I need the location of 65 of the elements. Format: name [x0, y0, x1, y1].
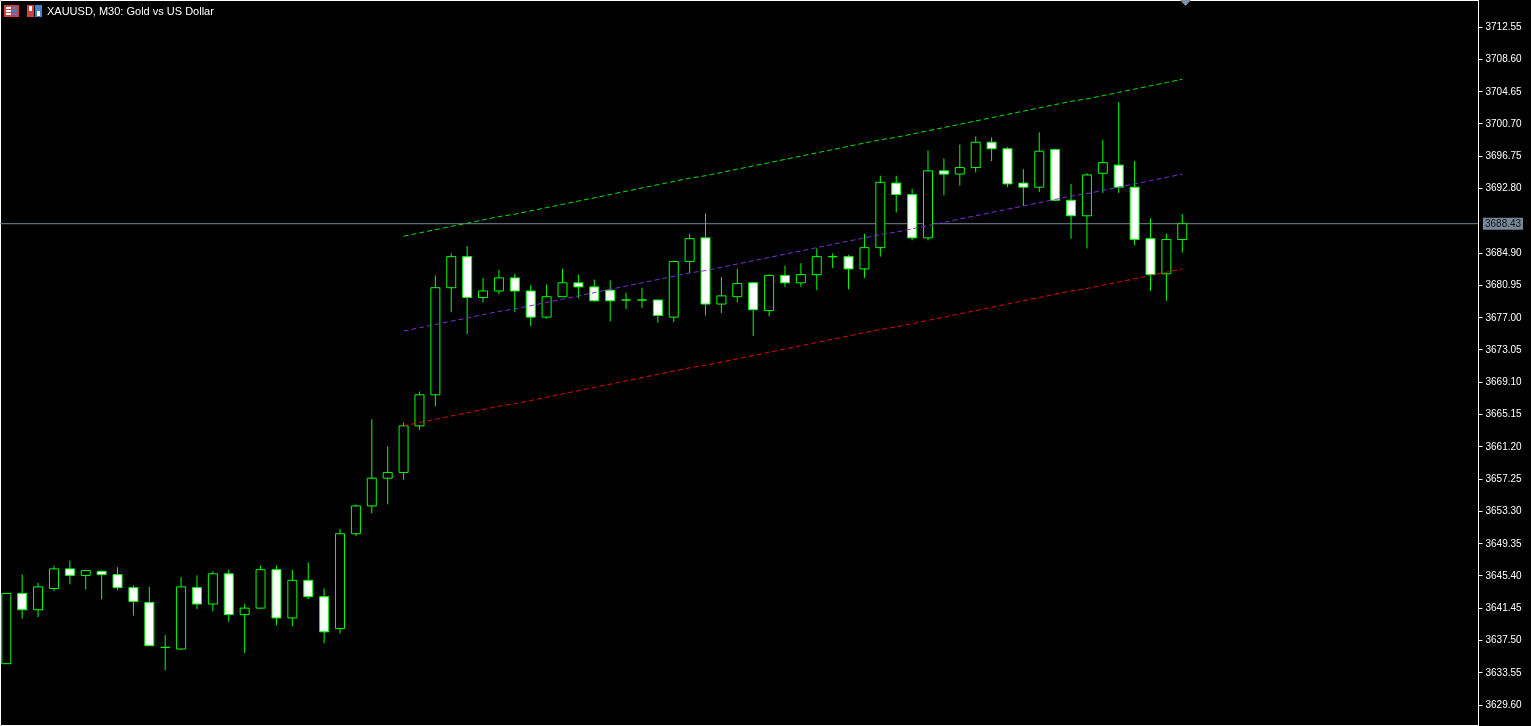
y-tick-label: 3708.60: [1485, 53, 1523, 65]
candlestick: [843, 254, 854, 290]
candlestick: [33, 582, 44, 618]
candlestick: [112, 566, 123, 591]
y-tick-label: 3653.30: [1485, 505, 1523, 517]
candlestick: [382, 445, 393, 505]
candlestick: [1066, 183, 1077, 240]
y-tick-label: 3684.90: [1485, 247, 1523, 259]
candlestick: [636, 287, 647, 309]
y-tick-label: 3661.20: [1485, 440, 1523, 452]
chart-title: XAUUSD, M30: Gold vs US Dollar: [47, 5, 215, 17]
candlestick: [1097, 139, 1108, 194]
candlestick: [573, 274, 584, 299]
candlestick: [811, 247, 822, 291]
candlestick: [17, 574, 28, 620]
y-tick-label: 3696.75: [1485, 150, 1523, 162]
candlestick: [1113, 101, 1124, 194]
y-tick-label: 3673.05: [1485, 343, 1523, 355]
y-tick-label: 3657.25: [1485, 473, 1523, 485]
candlestick: [48, 565, 59, 592]
candlestick: [986, 136, 997, 162]
candlestick: [1018, 168, 1029, 207]
candlestick: [303, 561, 314, 600]
candlestick: [938, 158, 949, 196]
line-series: [403, 78, 1183, 237]
y-tick-label: 3633.55: [1485, 666, 1523, 678]
candlestick: [64, 560, 75, 585]
candlestick: [859, 233, 870, 279]
candlestick: [954, 144, 965, 187]
candlestick: [732, 268, 743, 303]
y-tick-label: 3649.35: [1485, 537, 1523, 549]
line-series: [403, 268, 1183, 427]
candlestick: [557, 268, 568, 298]
y-tick-label: 3700.70: [1485, 117, 1523, 129]
y-tick-label: 3677.00: [1485, 311, 1523, 323]
y-tick-label: 3665.15: [1485, 408, 1523, 420]
candlestick: [652, 299, 663, 324]
y-tick-label: 3669.10: [1485, 376, 1523, 388]
candlestick: [493, 269, 504, 295]
candlestick: [478, 277, 489, 303]
candlestick: [795, 262, 806, 288]
candlestick: [716, 276, 727, 314]
candlestick: [128, 584, 139, 616]
y-tick-label: 3641.45: [1485, 602, 1523, 614]
candlestick: [589, 279, 600, 303]
y-tick-label: 3704.65: [1485, 85, 1523, 97]
y-tick-label: 3692.80: [1485, 182, 1523, 194]
candlestick: [541, 283, 552, 320]
candlestick: [684, 233, 695, 274]
y-tick-label: 3637.50: [1485, 634, 1523, 646]
candlestick: [891, 175, 902, 214]
candlestick: [1177, 213, 1188, 254]
ref-line-label: 3688.43: [1485, 217, 1522, 229]
candlestick: [621, 292, 632, 310]
candlestick: [509, 273, 520, 313]
y-tick-label: 3629.60: [1485, 699, 1523, 711]
candlestick: [239, 603, 250, 654]
y-tick-label: 3712.55: [1485, 21, 1523, 33]
candlestick: [779, 265, 790, 288]
candlestick: [96, 570, 107, 600]
y-tick-label: 3645.40: [1485, 569, 1523, 581]
candlestick: [80, 570, 91, 590]
y-tick-label: 3680.95: [1485, 279, 1523, 291]
candlestick: [191, 574, 202, 610]
candlestick: [605, 279, 616, 322]
